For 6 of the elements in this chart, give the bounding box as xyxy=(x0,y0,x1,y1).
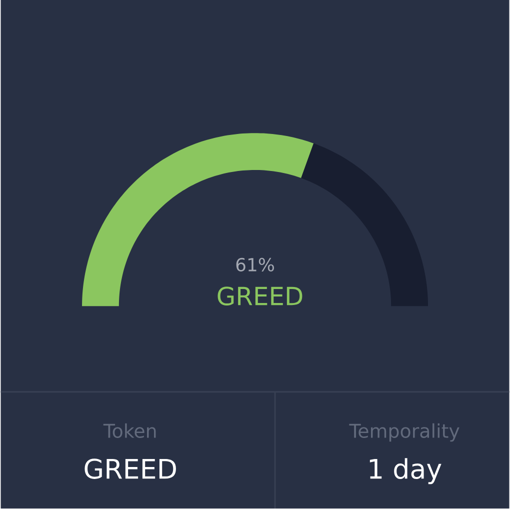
slice-label: GREED xyxy=(218,286,302,306)
text: 1 day xyxy=(370,458,442,484)
text: Token xyxy=(103,423,156,438)
text: Temporality xyxy=(349,423,460,442)
text: GREED xyxy=(84,458,176,479)
data-label: 61% xyxy=(236,258,274,272)
